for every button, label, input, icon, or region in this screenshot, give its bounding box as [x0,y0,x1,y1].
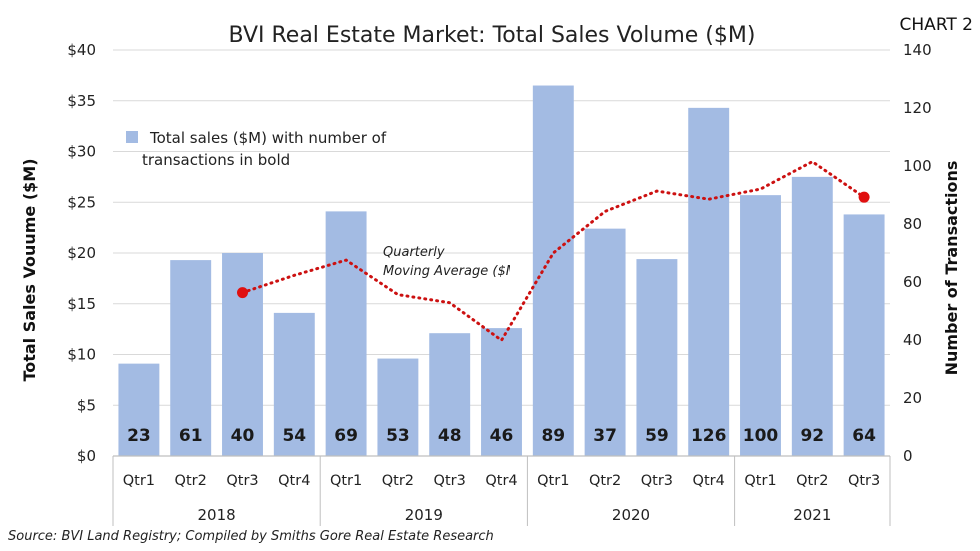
category-label: Qtr3 [434,473,466,489]
moving-average-end-point [858,191,870,203]
y-tick-label: $35 [67,92,96,110]
category-label: Qtr3 [641,473,673,489]
bar [377,358,419,456]
bar [222,253,263,456]
bar [843,214,885,456]
bar [636,259,678,456]
transaction-labels: 23 61 40 54 69 53 48 46 89 37 59 126 100 92 64 [127,426,876,446]
y-tick-label: $20 [67,244,96,262]
transaction-count-label: 126 [691,426,727,446]
category-labels: Qtr1 Qtr2 Qtr3 Qtr4 Qtr1 Qtr2 Qtr3 Qtr4 Qtr1 Qtr2… [123,473,880,489]
bar [273,312,315,456]
axes [112,455,891,526]
chart-number-label: CHART 2 [900,15,973,35]
y2-tick-label: 120 [903,99,932,117]
year-label: 2018 [198,506,236,524]
y-tick-label: $25 [67,193,96,211]
y-axis-ticks: $0 $5 $10 $15 $20 $25 $30 $35 $40 [67,41,96,465]
transaction-count-label: 48 [438,426,462,446]
category-label: Qtr1 [744,473,776,489]
y-tick-label: $0 [77,447,96,465]
year-label: 2019 [405,506,443,524]
category-label: Qtr2 [589,473,621,489]
year-label: 2020 [612,506,650,524]
y2-axis-title: Number of Transactions [942,161,961,376]
category-label: Qtr1 [123,473,155,489]
bar [532,85,574,457]
transaction-count-label: 23 [127,426,151,446]
annotation-clip [510,262,522,280]
moving-average-path [241,159,866,343]
moving-average-annotation: Quarterly Moving Average ($M [383,245,522,280]
bar [688,107,730,456]
category-label: Qtr1 [330,473,362,489]
y2-tick-label: 100 [903,157,932,175]
transaction-count-label: 37 [593,426,617,446]
category-label: Qtr2 [382,473,414,489]
transaction-count-label: 100 [743,426,779,446]
bar [325,211,367,456]
category-label: Qtr3 [226,473,258,489]
y2-tick-label: 140 [903,41,932,59]
legend-swatch [126,131,138,143]
year-labels: 2018 2019 2020 2021 [198,506,832,524]
moving-average-line [237,159,870,343]
category-label: Qtr4 [278,473,310,489]
transaction-count-label: 64 [852,426,876,446]
category-label: Qtr2 [796,473,828,489]
y2-tick-label: 0 [903,447,913,465]
legend-label-line2: transactions in bold [142,151,290,169]
y2-tick-label: 20 [903,389,922,407]
y-axis-title: Total Sales Vouume ($M) [20,158,39,381]
moving-average-start-point [237,287,248,299]
legend: Total sales ($M) with number of transact… [126,129,387,169]
bar [429,333,471,456]
year-label: 2021 [793,506,831,524]
bar [118,363,160,456]
category-label: Qtr2 [175,473,207,489]
transaction-count-label: 46 [490,426,514,446]
chart-title: BVI Real Estate Market: Total Sales Volu… [229,23,756,48]
category-label: Qtr3 [848,473,880,489]
bars [118,85,885,457]
transaction-count-label: 92 [800,426,824,446]
bar [740,195,781,456]
source-note: Source: BVI Land Registry; Compiled by S… [8,529,494,544]
bar [481,328,522,456]
y-tick-label: $5 [77,396,96,414]
category-label: Qtr4 [485,473,517,489]
annotation-line2: Moving Average ($M [383,264,517,279]
y-tick-label: $40 [67,41,96,59]
bar [170,260,212,456]
transaction-count-label: 89 [541,426,565,446]
transaction-count-label: 40 [231,426,255,446]
y-tick-label: $15 [67,295,96,313]
y-tick-label: $30 [67,143,96,161]
category-label: Qtr4 [693,473,725,489]
y2-tick-label: 40 [903,331,922,349]
bar [584,228,626,456]
transaction-count-label: 59 [645,426,669,446]
transaction-count-label: 61 [179,426,203,446]
transaction-count-label: 53 [386,426,410,446]
y-tick-label: $10 [67,346,96,364]
transaction-count-label: 54 [282,426,306,446]
y2-tick-label: 60 [903,273,922,291]
category-label: Qtr1 [537,473,569,489]
y2-axis-ticks: 0 20 40 60 80 100 120 140 [903,41,932,465]
y2-tick-label: 80 [903,215,922,233]
legend-label-line1: Total sales ($M) with number of [149,129,387,147]
annotation-line1: Quarterly [383,245,445,260]
transaction-count-label: 69 [334,426,358,446]
bar [791,176,833,456]
